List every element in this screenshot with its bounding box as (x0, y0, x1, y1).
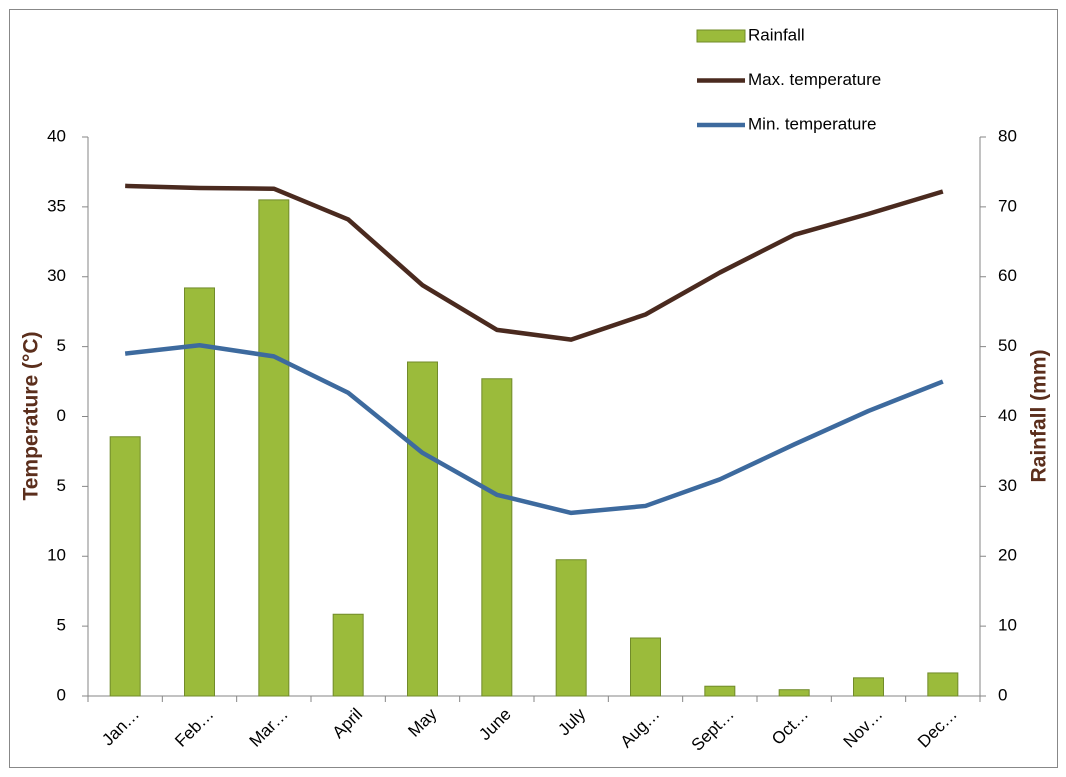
legend-label: Min. temperature (748, 114, 877, 133)
y-tick-label: 0 (57, 406, 66, 425)
chart-frame (9, 9, 1058, 768)
legend-label: Max. temperature (748, 70, 881, 89)
bar (927, 672, 959, 697)
y2-axis-title: Rainfall (mm) (1028, 349, 1051, 482)
y2-tick-label: 10 (998, 616, 1017, 635)
y-tick-label: 35 (47, 196, 66, 215)
y-tick-label: 40 (47, 126, 66, 145)
bar (853, 677, 884, 697)
y-tick-label: 10 (47, 546, 66, 565)
line (125, 183, 944, 342)
y2-tick-label: 0 (998, 685, 1007, 704)
bar (481, 378, 513, 697)
bar (704, 685, 736, 697)
bar (407, 361, 438, 697)
y-tick-label: 30 (47, 266, 66, 285)
bar (258, 199, 290, 697)
y2-tick-label: 20 (998, 546, 1017, 565)
bar (630, 637, 661, 697)
bar (778, 689, 810, 697)
y2-tick-label: 60 (998, 266, 1017, 285)
bar (184, 287, 215, 697)
y2-tick-label: 50 (998, 336, 1017, 355)
y2-tick-label: 30 (998, 476, 1017, 495)
y-tick-label: 0 (57, 685, 66, 704)
y2-tick-label: 40 (998, 406, 1017, 425)
y-tick-label: 5 (57, 616, 66, 635)
bar (555, 559, 587, 697)
y-axis-title: Temperature (°C) (20, 331, 43, 500)
y-tick-label: 5 (57, 476, 66, 495)
y-tick-label: 5 (57, 336, 66, 355)
y2-tick-label: 70 (998, 196, 1017, 215)
legend-swatch (696, 29, 746, 43)
y2-tick-label: 80 (998, 126, 1017, 145)
line (124, 342, 944, 516)
bar (332, 613, 364, 697)
bar (109, 436, 141, 697)
legend-label: Rainfall (748, 25, 805, 44)
